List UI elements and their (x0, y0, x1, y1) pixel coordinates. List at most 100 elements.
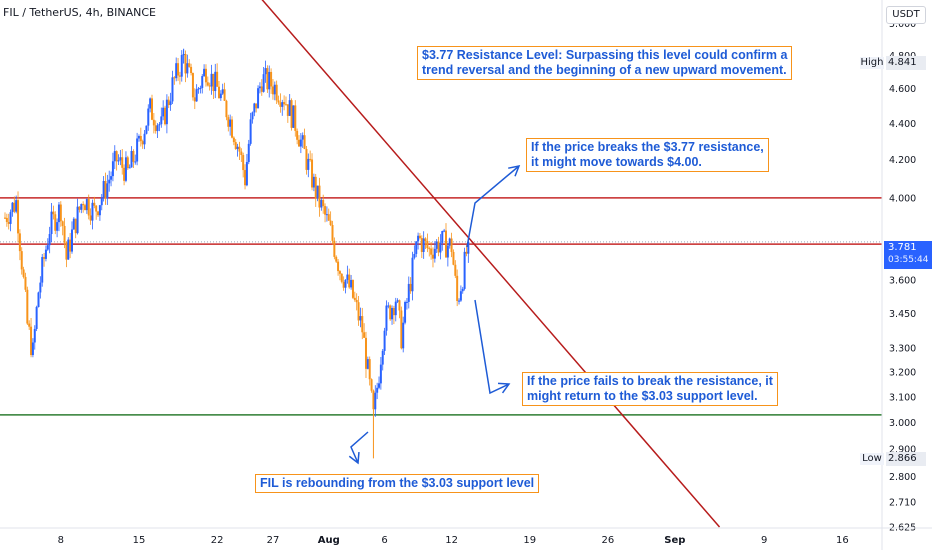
candle-body (130, 150, 133, 168)
candle-body (43, 257, 46, 259)
rejection-note[interactable]: If the price fails to break the resistan… (522, 372, 778, 406)
candle-body (316, 185, 319, 199)
candle-body (184, 53, 187, 74)
candle-body (325, 214, 328, 216)
candle-body (314, 176, 317, 199)
candle-body (296, 130, 299, 140)
candle-body (30, 326, 33, 356)
breakout-note[interactable]: If the price breaks the $3.77 resistance… (526, 138, 769, 172)
candle-body (160, 116, 163, 125)
candle-body (324, 206, 327, 215)
last-price-value: 3.781 (888, 242, 917, 253)
support-note[interactable]: FIL is rebounding from the $3.03 support… (255, 474, 540, 493)
price-tick-label: 4.600 (889, 84, 916, 95)
candle-body (158, 124, 161, 126)
candle-body (85, 199, 88, 211)
candle-body (411, 257, 414, 292)
rejection-arrow-head (497, 382, 511, 394)
candle-body (175, 63, 178, 79)
candle-body (39, 282, 42, 293)
candle-body (351, 279, 354, 298)
candle-body (262, 74, 265, 92)
time-axis[interactable]: 8 15 22 27 Aug 6 12 19 26 Sep 9 16 (0, 527, 932, 546)
candle-body (415, 241, 418, 254)
candle-body (284, 104, 287, 106)
candle-body (78, 206, 81, 210)
candle-body (266, 68, 269, 90)
candle-body (348, 274, 351, 288)
candle-body (398, 300, 401, 311)
candle-body (312, 176, 315, 188)
candle-body (409, 283, 412, 292)
candle-body (188, 63, 191, 67)
candle-body (80, 204, 83, 210)
time-tick-label: 26 (602, 535, 615, 546)
candle-body (418, 235, 421, 239)
candle-body (72, 218, 75, 230)
candle-body (82, 204, 85, 206)
candle-body (110, 176, 113, 180)
candle-body (61, 221, 64, 226)
candle-body (48, 234, 51, 246)
time-tick-label: 27 (267, 535, 280, 546)
candle-body (422, 238, 425, 252)
candle-body (413, 253, 416, 258)
candle-body (374, 392, 377, 410)
time-tick-label: 15 (133, 535, 146, 546)
candle-body (137, 135, 140, 139)
candle-body (290, 100, 293, 128)
candle-body (145, 125, 148, 134)
resistance-note[interactable]: $3.77 Resistance Level: Surpassing this … (417, 46, 793, 80)
breakout-arrow (466, 164, 521, 248)
candle-body (431, 254, 434, 259)
candle-body (223, 89, 226, 101)
rejection-note-text: If the price fails to break the resistan… (527, 374, 773, 403)
candle-body (113, 151, 116, 162)
candle-body (22, 269, 25, 277)
candle-body (251, 112, 254, 120)
candle-body (242, 155, 245, 171)
candle-body (320, 199, 323, 208)
currency-button[interactable]: USDT (886, 6, 926, 24)
candle-body (229, 119, 232, 127)
candle-body (303, 135, 306, 150)
candle-body (428, 248, 431, 250)
candle-body (281, 102, 284, 107)
candle-body (214, 71, 217, 92)
trendline[interactable] (206, 0, 721, 528)
candle-body (195, 89, 198, 102)
price-tick-label: 3.450 (889, 309, 916, 320)
candle-body (212, 73, 215, 92)
candle-body (41, 257, 44, 283)
candle-body (106, 183, 109, 199)
candle-body (121, 157, 124, 168)
candle-body (322, 199, 325, 207)
candle-body (264, 68, 267, 75)
candle-body (309, 158, 312, 160)
candle-body (238, 146, 241, 152)
candle-body (445, 230, 447, 258)
candle-body (139, 135, 142, 142)
candle-body (338, 271, 341, 274)
candle-body (255, 103, 258, 109)
candle-body (165, 99, 168, 125)
candle-body (57, 204, 60, 223)
candle-body (275, 84, 278, 101)
price-tick-label: 5.000 (889, 19, 916, 30)
time-tick-label: 9 (761, 535, 767, 546)
rebound-arrow-shaft (350, 431, 369, 464)
price-tick-label: 3.100 (889, 393, 916, 404)
candle-body (100, 197, 103, 206)
candle-body (219, 93, 222, 99)
time-tick-label: 19 (523, 535, 536, 546)
candle-body (298, 139, 300, 147)
rejection-arrow (474, 299, 511, 395)
price-axis[interactable]: 5.0004.8004.6004.4004.2004.0003.6003.450… (881, 0, 916, 550)
candle-body (311, 159, 314, 188)
candle-body (147, 108, 150, 126)
candle-body (180, 55, 183, 77)
descending-trendline[interactable] (206, 0, 721, 528)
candle-body (340, 273, 343, 282)
